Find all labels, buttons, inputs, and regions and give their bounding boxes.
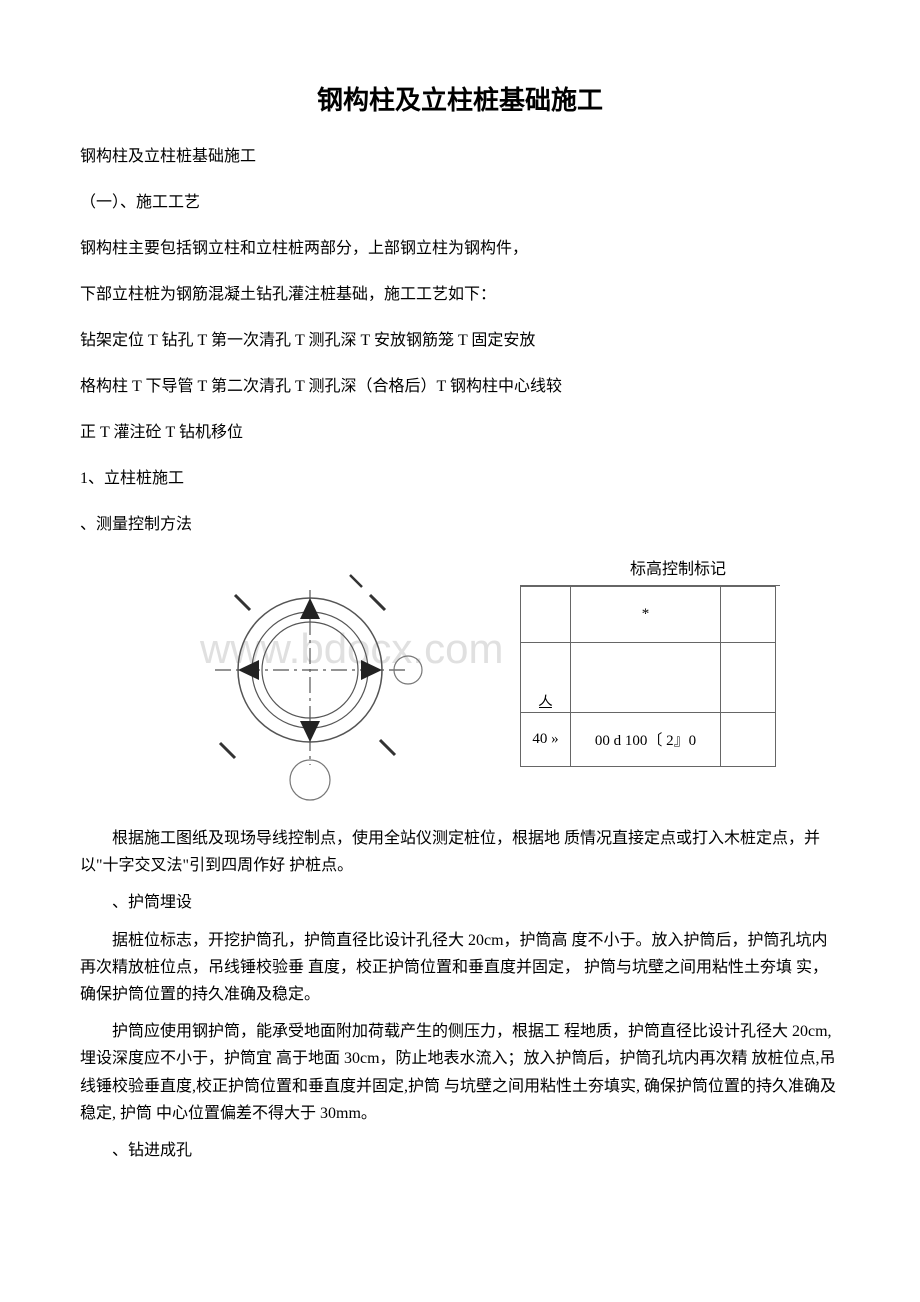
table-row: 亼 xyxy=(521,643,776,713)
body-text: 正 T 灌注砼 T 钻机移位 xyxy=(80,417,840,449)
table-cell: 亼 xyxy=(521,643,571,713)
body-text: （一）、施工工艺 xyxy=(80,187,840,219)
body-text: 钢构柱及立柱桩基础施工 xyxy=(80,141,840,173)
diagram-row: 标高控制标记 * 亼 40 » 00 d 100〔 2』0 xyxy=(180,555,840,805)
table-row: * xyxy=(521,587,776,643)
body-text: 格构柱 T 下导管 T 第二次清孔 T 测孔深（合格后）T 钢构柱中心线较 xyxy=(80,371,840,403)
elevation-label: 标高控制标记 xyxy=(630,555,726,579)
crosshair-diagram xyxy=(180,555,460,805)
body-paragraph: 、护筒埋设 xyxy=(80,889,840,916)
body-paragraph: 据桩位标志，开挖护筒孔，护筒直径比设计孔径大 20cm，护筒高 度不小于。放入护… xyxy=(80,927,840,1009)
body-text: 钻架定位 T 钻孔 T 第一次清孔 T 测孔深 T 安放钢筋笼 T 固定安放 xyxy=(80,325,840,357)
table-cell: * xyxy=(571,587,721,643)
body-paragraph: 护筒应使用钢护筒，能承受地面附加荷载产生的侧压力，根据工 程地质，护筒直径比设计… xyxy=(80,1018,840,1127)
diagram-container: www.bdocx.com xyxy=(80,555,840,805)
page-title: 钢构柱及立柱桩基础施工 xyxy=(80,80,840,117)
body-text: 下部立柱桩为钢筋混凝土钻孔灌注桩基础，施工工艺如下： xyxy=(80,279,840,311)
elevation-table-block: 标高控制标记 * 亼 40 » 00 d 100〔 2』0 xyxy=(520,555,780,767)
table-cell: 40 » xyxy=(521,713,571,767)
elevation-table: * 亼 40 » 00 d 100〔 2』0 xyxy=(520,586,776,767)
table-cell: 00 d 100〔 2』0 xyxy=(571,713,721,767)
table-row: 40 » 00 d 100〔 2』0 xyxy=(521,713,776,767)
table-cell xyxy=(721,713,776,767)
table-cell xyxy=(721,643,776,713)
body-text: 、测量控制方法 xyxy=(80,509,840,541)
table-cell xyxy=(571,643,721,713)
body-text: 钢构柱主要包括钢立柱和立柱桩两部分，上部钢立柱为钢构件， xyxy=(80,233,840,265)
table-cell xyxy=(721,587,776,643)
table-cell xyxy=(521,587,571,643)
body-paragraph: 根据施工图纸及现场导线控制点，使用全站仪测定桩位，根据地 质情况直接定点或打入木… xyxy=(80,825,840,879)
body-paragraph: 、钻进成孔 xyxy=(80,1137,840,1164)
body-text: 1、立柱桩施工 xyxy=(80,463,840,495)
